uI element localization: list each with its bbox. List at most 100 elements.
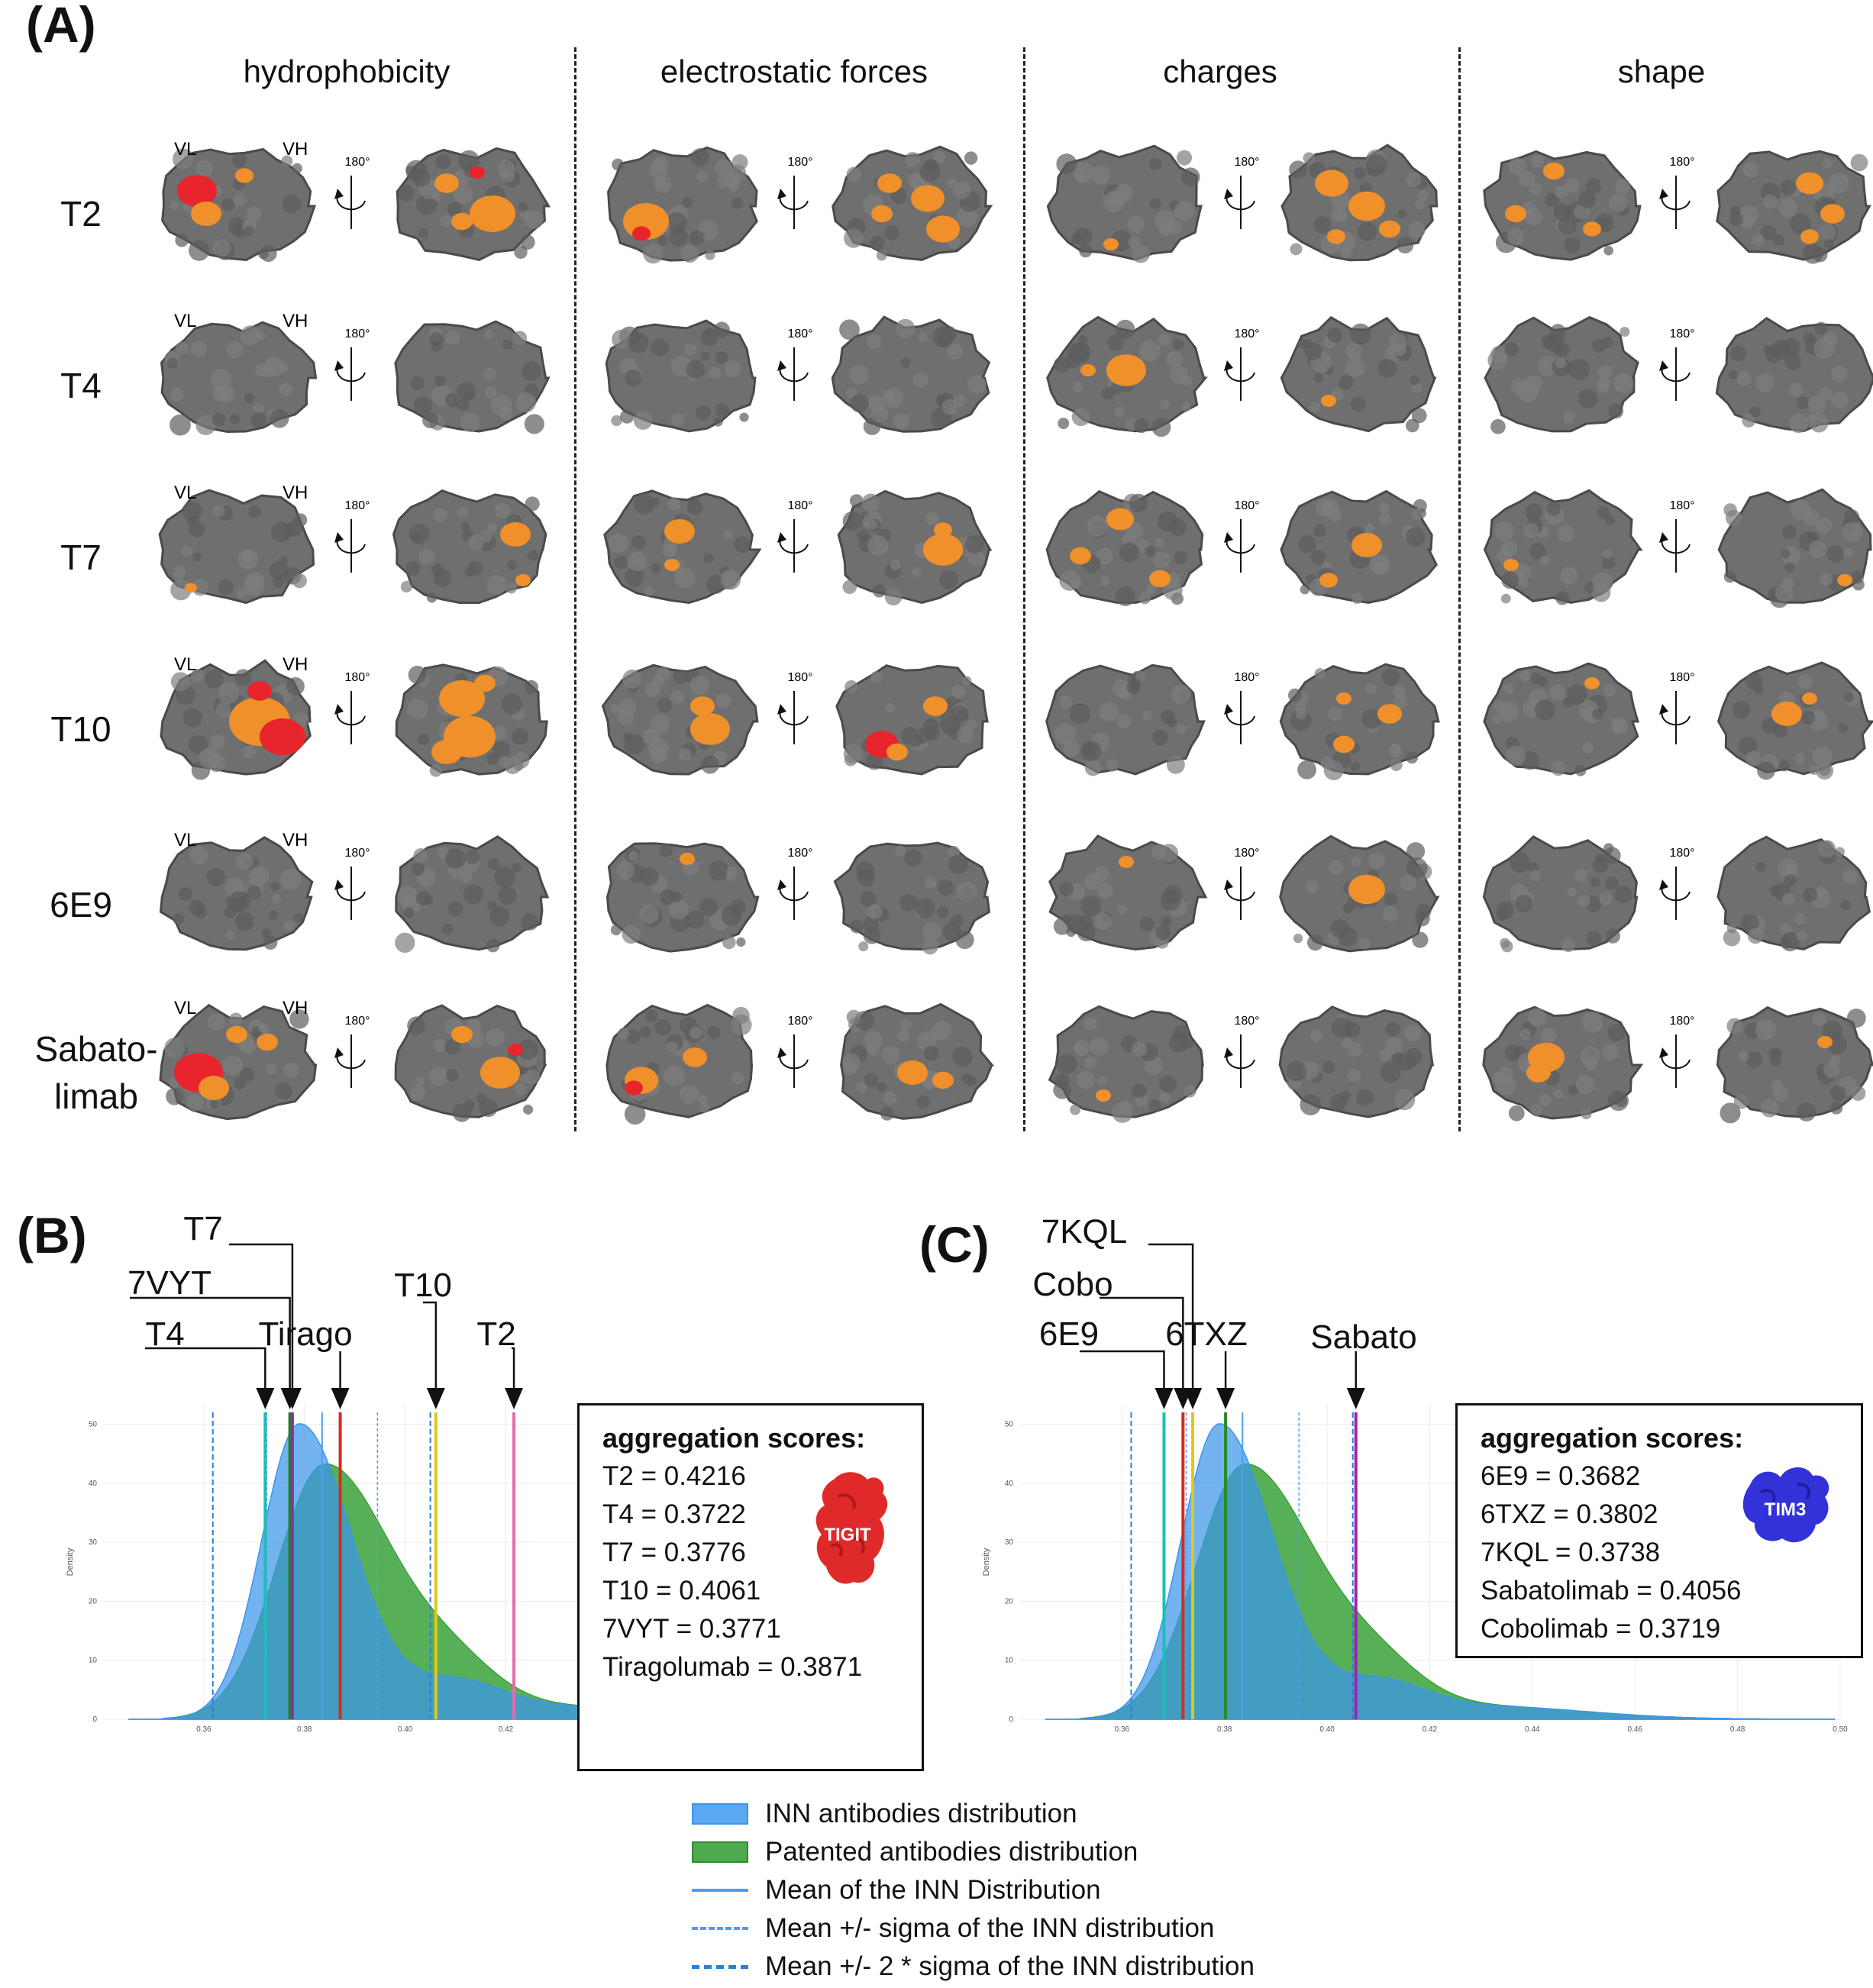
protein-front-view — [1046, 144, 1203, 263]
x-tick-label: 0.38 — [1217, 1725, 1232, 1734]
row-label-line: T10 — [50, 709, 111, 749]
score-c-line: 6E9 = 0.3682 — [1481, 1461, 1641, 1491]
protein-views-t2-charges: 180° — [1046, 144, 1439, 263]
orange-patch — [690, 713, 730, 745]
marker-label-t10: T10 — [394, 1267, 452, 1304]
red-patch — [177, 175, 217, 207]
col-header-charges: charges — [1163, 53, 1277, 89]
score-b-line: T7 = 0.3776 — [602, 1538, 746, 1567]
marker-label-t2: T2 — [476, 1315, 515, 1353]
vh-label: VH — [283, 482, 308, 503]
marker-connector — [1148, 1243, 1194, 1388]
rotation-label: 180° — [1669, 1015, 1694, 1028]
score-box-b-title: aggregation scores: — [602, 1422, 866, 1454]
x-tick-label: 0.38 — [297, 1725, 312, 1734]
protein-front-view — [603, 489, 762, 605]
orange-patch — [1106, 354, 1146, 386]
orange-patch — [257, 1033, 278, 1051]
protein-front-view — [1483, 489, 1643, 605]
rotation-label: 180° — [344, 671, 370, 684]
vl-label: VL — [174, 311, 196, 331]
protein-back-view — [395, 663, 548, 777]
protein-views-t10-hydrophobicity: 180° VL VH — [160, 654, 548, 780]
row-label-line: T4 — [60, 366, 102, 405]
y-tick-label: 40 — [89, 1480, 98, 1488]
x-tick-label: 0.36 — [196, 1725, 212, 1734]
orange-patch — [235, 168, 254, 183]
rotation-label: 180° — [787, 1015, 812, 1028]
x-tick-label: 0.40 — [1319, 1725, 1335, 1734]
protein-back-view — [394, 1004, 547, 1122]
vl-label: VL — [174, 998, 196, 1018]
y-tick-label: 30 — [89, 1538, 98, 1547]
row-label-sabatolimab: Sabato-limab — [20, 1025, 173, 1120]
legend-label-sigma: Mean +/- sigma of the INN distribution — [765, 1913, 1215, 1943]
vh-label: VH — [283, 654, 308, 675]
protein-back-view — [394, 320, 551, 434]
y-tick-label: 40 — [1005, 1480, 1014, 1488]
rotation-label: 180° — [1234, 671, 1259, 684]
protein-views-sabatolimab-charges: 180° — [1048, 1005, 1435, 1123]
orange-patch — [1070, 547, 1091, 565]
protein-back-view — [1715, 316, 1873, 434]
row-label-t2: T2 — [5, 190, 157, 237]
orange-patch — [1096, 1089, 1111, 1102]
score-b-line: 7VYT = 0.3771 — [602, 1614, 781, 1644]
rotation-icon — [777, 347, 809, 401]
orange-patch — [1348, 191, 1385, 221]
rotation-label: 180° — [787, 499, 812, 512]
orange-patch — [871, 205, 893, 223]
marker-label-tirago: Tirago — [258, 1315, 352, 1353]
y-tick-label: 50 — [1005, 1420, 1014, 1428]
orange-patch — [1837, 574, 1852, 586]
marker-connector — [512, 1347, 515, 1388]
protein-front-view — [601, 663, 759, 776]
orange-patch — [934, 522, 952, 537]
rotation-icon — [334, 519, 366, 573]
score-b-line: T2 = 0.4216 — [602, 1461, 746, 1491]
rotation-label: 180° — [344, 847, 370, 860]
row-label-t10: T10 — [5, 705, 157, 753]
marker-label-t7: T7 — [183, 1210, 222, 1247]
protein-front-view — [159, 1003, 318, 1121]
score-box-b: aggregation scores: T2 = 0.4216 T4 = 0.3… — [577, 1403, 924, 1771]
orange-patch — [1327, 229, 1345, 244]
marker-label-cobo: Cobo — [1032, 1266, 1112, 1303]
orange-patch — [1348, 874, 1385, 905]
tim3-structure-image: TIM3 — [1742, 1467, 1829, 1543]
protein-views-t7-hydrophobicity: 180° VL VH — [158, 482, 547, 605]
orange-patch — [1106, 508, 1134, 531]
rotation-label: 180° — [1669, 671, 1694, 684]
protein-front-view — [1045, 490, 1204, 607]
marker-arrow — [505, 1388, 524, 1409]
chart-c: 0.36 0.38 0.40 0.42 0.44 0.46 0.48 0.50 0 10 20 30 4… — [982, 1213, 1848, 1734]
orange-patch — [1800, 229, 1819, 244]
orange-patch — [926, 215, 960, 243]
orange-patch — [1583, 221, 1601, 237]
orange-patch — [439, 680, 485, 717]
legend-item-mean: Mean of the INN Distribution — [692, 1875, 1101, 1906]
rotation-icon — [1659, 867, 1691, 920]
protein-views-t4-charges: 180° — [1046, 315, 1437, 437]
vl-label: VL — [174, 654, 196, 675]
protein-back-view — [1280, 489, 1438, 605]
red-patch — [470, 166, 485, 179]
score-box-c: aggregation scores: 6E9 = 0.3682 6TXZ = … — [1455, 1403, 1863, 1658]
marker-connector — [229, 1243, 294, 1388]
x-tick-label: 0.50 — [1833, 1725, 1848, 1734]
rotation-icon — [777, 867, 809, 920]
legend-label-patented: Patented antibodies distribution — [765, 1837, 1138, 1867]
red-patch — [508, 1044, 523, 1056]
orange-patch — [191, 202, 221, 226]
y-tick-label: 10 — [89, 1657, 98, 1665]
marker-label-6txz: 6TXZ — [1165, 1315, 1248, 1353]
rotation-label: 180° — [344, 328, 370, 340]
orange-patch — [664, 519, 695, 544]
protein-front-view — [160, 321, 318, 436]
rotation-icon — [1659, 1034, 1691, 1088]
orange-patch — [1333, 735, 1355, 754]
protein-front-view — [1484, 316, 1639, 434]
vl-label: VL — [174, 139, 196, 160]
protein-views-t4-hydrophobicity: 180° VL VH — [160, 311, 551, 436]
legend-item-patented: Patented antibodies distribution — [692, 1837, 1138, 1867]
